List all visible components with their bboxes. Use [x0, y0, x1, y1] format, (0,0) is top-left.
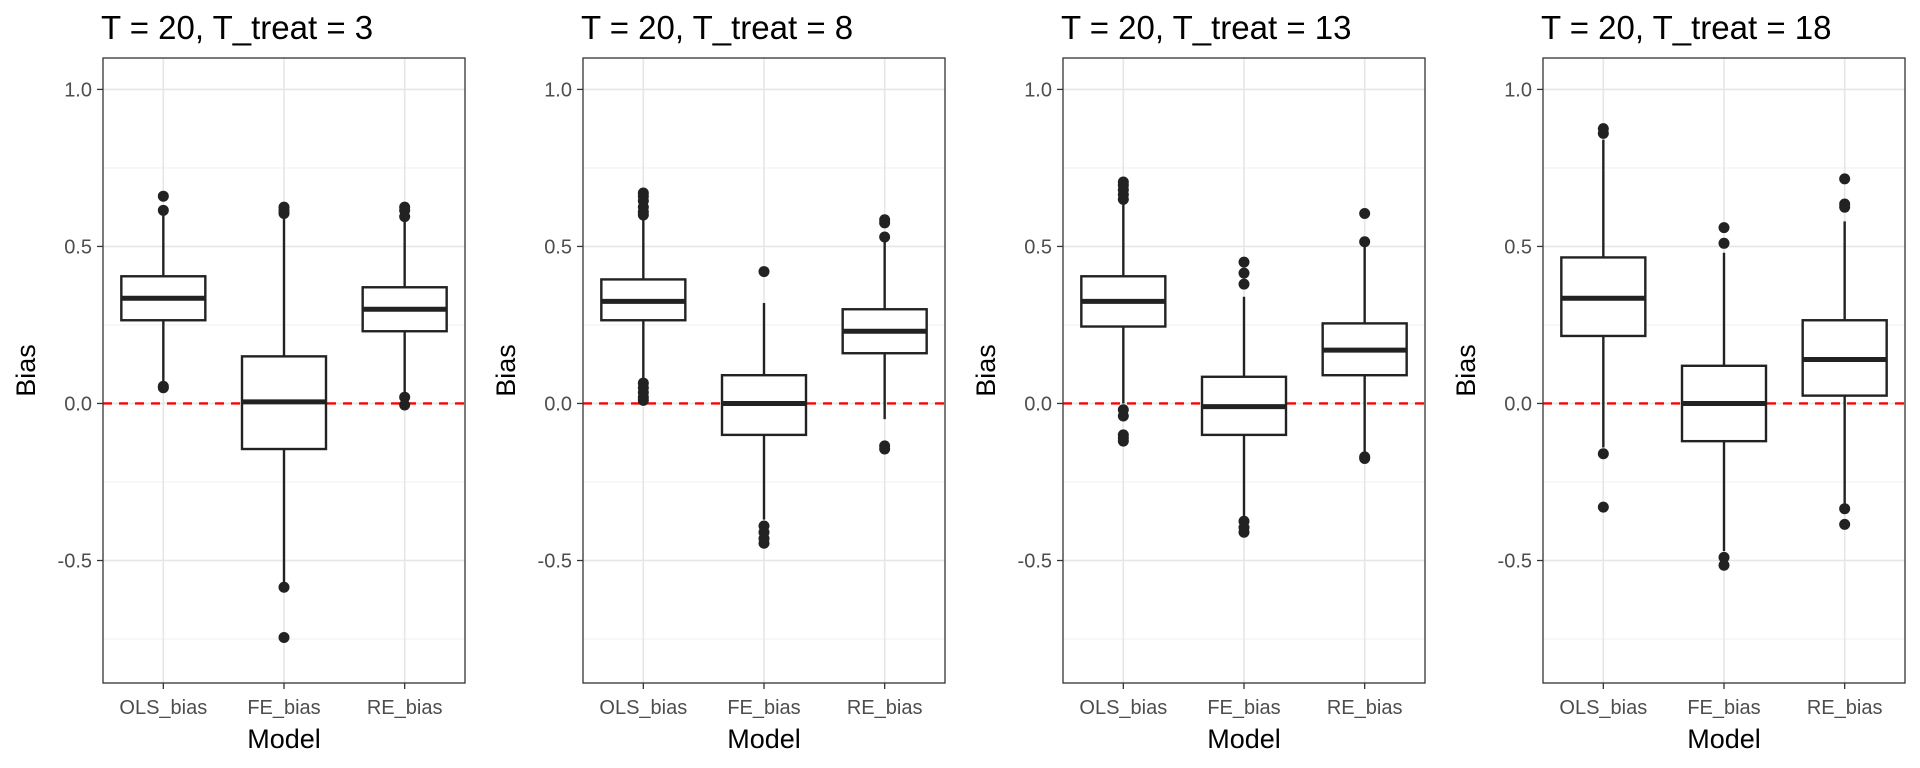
y-tick-label: 0.0 [544, 393, 572, 415]
outlier-point [1597, 501, 1609, 513]
outlier-point [157, 380, 169, 392]
outlier-point [278, 631, 290, 643]
y-tick-label: 0.0 [64, 393, 92, 415]
x-tick-label: FE_bias [1207, 697, 1280, 719]
y-tick-label: 1.0 [64, 79, 92, 101]
outlier-point [637, 187, 649, 199]
outlier-point [1839, 173, 1851, 185]
panel-4: -0.5 0.0 0.5 1.0 OLS_bias FE_bias RE_bias Model… [1451, 9, 1906, 754]
outlier-point [1117, 176, 1129, 188]
x-tick-label: RE_bias [1807, 697, 1883, 719]
x-tick-label: FE_bias [727, 697, 800, 719]
y-tick-label: 1.0 [1024, 79, 1052, 101]
outlier-point [1718, 559, 1730, 571]
x-tick-label: RE_bias [1327, 697, 1403, 719]
y-tick-label: 1.0 [544, 79, 572, 101]
y-tick-label: -0.5 [1498, 551, 1532, 573]
outlier-point [1238, 278, 1250, 290]
x-tick-label: OLS_bias [119, 697, 207, 719]
x-tick-label: OLS_bias [599, 697, 687, 719]
outlier-point [1718, 222, 1730, 234]
panel-3: -0.5 0.0 0.5 1.0 OLS_bias FE_bias RE_bias Model… [971, 9, 1426, 754]
y-axis-title: Bias [971, 344, 1001, 397]
outlier-point [1718, 551, 1730, 563]
y-tick-label: 0.5 [64, 236, 92, 258]
outlier-point [879, 443, 891, 455]
y-tick-label: -0.5 [58, 551, 92, 573]
outlier-point [1238, 256, 1250, 268]
y-axis-title: Bias [11, 344, 41, 397]
y-axis-title: Bias [491, 344, 521, 397]
x-tick-label: RE_bias [847, 697, 923, 719]
outlier-point [1839, 518, 1851, 530]
y-tick-label: 0.0 [1024, 393, 1052, 415]
x-axis-title: Model [1207, 724, 1281, 754]
y-tick-label: 0.5 [1024, 236, 1052, 258]
y-tick-label: 0.5 [1504, 236, 1532, 258]
y-tick-label: -0.5 [1018, 551, 1052, 573]
outlier-point [1839, 198, 1851, 210]
outlier-point [1238, 267, 1250, 279]
outlier-point [1117, 410, 1129, 422]
y-tick-label: 1.0 [1504, 79, 1532, 101]
x-tick-label: OLS_bias [1079, 697, 1167, 719]
y-axis-title: Bias [1451, 344, 1481, 397]
x-tick-label: FE_bias [247, 697, 320, 719]
outlier-point [399, 391, 411, 403]
panel-1: -0.5 0.0 0.5 1.0 OLS_bias FE_bias RE_bias Model… [11, 9, 466, 754]
outlier-point [1359, 236, 1371, 248]
outlier-point [758, 537, 770, 549]
outlier-point [1597, 448, 1609, 460]
outlier-point [879, 214, 891, 226]
outlier-point [1718, 237, 1730, 249]
outlier-point [1839, 503, 1851, 515]
y-tick-label: 0.5 [544, 236, 572, 258]
outlier-point [1359, 207, 1371, 219]
panel-title: T = 20, T_treat = 13 [1061, 9, 1351, 46]
x-axis-title: Model [247, 724, 321, 754]
outlier-point [1117, 435, 1129, 447]
panel-2: -0.5 0.0 0.5 1.0 OLS_bias FE_bias RE_bias Model… [491, 9, 946, 754]
outlier-point [278, 581, 290, 593]
x-tick-label: RE_bias [367, 697, 443, 719]
y-tick-label: 0.0 [1504, 393, 1532, 415]
outlier-point [157, 204, 169, 216]
y-tick-label: -0.5 [538, 551, 572, 573]
outlier-point [1238, 526, 1250, 538]
outlier-point [879, 231, 891, 243]
x-axis-title: Model [727, 724, 801, 754]
outlier-point [637, 394, 649, 406]
x-tick-label: FE_bias [1687, 697, 1760, 719]
panel-title: T = 20, T_treat = 18 [1541, 9, 1831, 46]
outlier-point [399, 201, 411, 213]
panel-title: T = 20, T_treat = 3 [101, 9, 373, 46]
outlier-point [399, 399, 411, 411]
panel-title: T = 20, T_treat = 8 [581, 9, 853, 46]
outlier-point [758, 266, 770, 278]
outlier-point [278, 201, 290, 213]
x-tick-label: OLS_bias [1559, 697, 1647, 719]
outlier-point [1359, 452, 1371, 464]
outlier-point [157, 190, 169, 202]
x-axis-title: Model [1687, 724, 1761, 754]
outlier-point [1597, 123, 1609, 135]
